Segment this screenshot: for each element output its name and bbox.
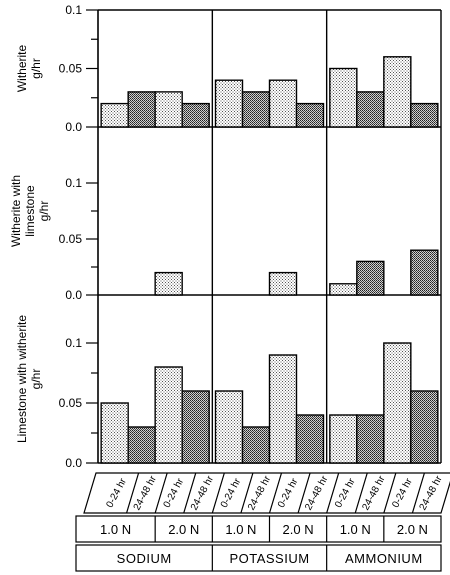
bar xyxy=(356,260,385,296)
bar xyxy=(383,56,412,128)
bar xyxy=(154,91,183,128)
time-label: 24-48 hr xyxy=(360,474,388,513)
bar xyxy=(214,79,244,128)
panel-label-line: g/hr xyxy=(29,369,43,390)
salt-label: SODIUM xyxy=(117,551,172,566)
bar xyxy=(268,271,298,296)
bar xyxy=(356,91,385,128)
time-divider xyxy=(383,472,397,514)
time-divider xyxy=(154,472,168,514)
concentration-label: 2.0 N xyxy=(168,522,199,537)
time-divider xyxy=(354,472,368,514)
time-divider xyxy=(297,472,311,514)
panel-label-line: Witherite with xyxy=(9,175,23,247)
bar xyxy=(127,91,156,128)
bar xyxy=(383,342,412,464)
time-divider xyxy=(240,472,254,514)
y-tick-label: 0.05 xyxy=(59,396,83,410)
time-label: 24-48 hr xyxy=(132,474,160,513)
bar xyxy=(214,390,244,464)
time-label: 24-48 hr xyxy=(303,474,331,513)
bar xyxy=(329,283,358,296)
panel-label-line: g/hr xyxy=(29,58,43,79)
concentration-label: 1.0 N xyxy=(225,522,256,537)
salt-row xyxy=(75,544,442,572)
y-tick-label: 0.1 xyxy=(65,176,82,190)
panel-3: 0.0 0.05 0.1 Limestone with witherite g/hr xyxy=(15,295,441,470)
time-label: 24-48 hr xyxy=(189,474,217,513)
concentration-row xyxy=(75,515,442,543)
bar xyxy=(100,102,129,128)
bar xyxy=(154,366,183,464)
concentration-label: 2.0 N xyxy=(283,522,314,537)
y-tick-label: 0.1 xyxy=(65,3,82,17)
panel-label-line: Witherite xyxy=(15,45,29,93)
bar xyxy=(295,414,325,464)
panel-2: 0.0 0.05 0.1 Witherite with limestone g/hr xyxy=(9,127,441,302)
y-tick-label: 0.0 xyxy=(65,120,82,134)
bar xyxy=(181,102,210,128)
bar xyxy=(356,414,385,464)
bar xyxy=(241,426,271,464)
y-tick-label: 0.05 xyxy=(59,62,83,76)
bar xyxy=(410,390,439,464)
bar xyxy=(127,426,156,464)
bar xyxy=(181,390,210,464)
time-divider xyxy=(183,472,197,514)
time-label: 24-48 hr xyxy=(246,474,274,513)
time-label: 24-48 hr xyxy=(418,474,446,513)
bar xyxy=(329,67,358,128)
panel-label-line: g/hr xyxy=(37,201,51,222)
y-tick-label: 0.0 xyxy=(65,288,82,302)
bar xyxy=(410,249,439,296)
bar xyxy=(241,91,271,128)
bar xyxy=(329,414,358,464)
bar xyxy=(295,102,325,128)
salt-label: POTASSIUM xyxy=(229,551,309,566)
panel-label-line: limestone xyxy=(23,185,37,237)
panel-1: 0.0 0.05 0.1 Witherite g/hr xyxy=(15,3,441,134)
panel-label-line: Limestone with witherite xyxy=(15,315,29,443)
concentration-label: 2.0 N xyxy=(397,522,428,537)
bar xyxy=(268,354,298,464)
concentration-label: 1.0 N xyxy=(100,522,131,537)
time-divider xyxy=(326,472,340,514)
time-divider xyxy=(268,472,283,514)
time-label: 0-24 hr xyxy=(104,476,129,510)
y-tick-label: 0.0 xyxy=(65,456,82,470)
time-divider xyxy=(126,472,140,514)
time-label-box xyxy=(83,472,450,514)
bar xyxy=(154,271,183,296)
salt-label: AMMONIUM xyxy=(345,551,423,566)
time-divider xyxy=(411,472,425,514)
bar xyxy=(100,402,129,464)
time-divider xyxy=(211,472,225,514)
x-axis-labels: 0-24 hr 24-48 hr 0-24 hr 24-48 hr 0-24 hr 24-… xyxy=(75,472,450,572)
y-tick-label: 0.1 xyxy=(65,336,82,350)
bar xyxy=(268,79,298,128)
bar xyxy=(410,102,439,128)
concentration-label: 1.0 N xyxy=(340,522,371,537)
y-tick-label: 0.05 xyxy=(59,232,83,246)
